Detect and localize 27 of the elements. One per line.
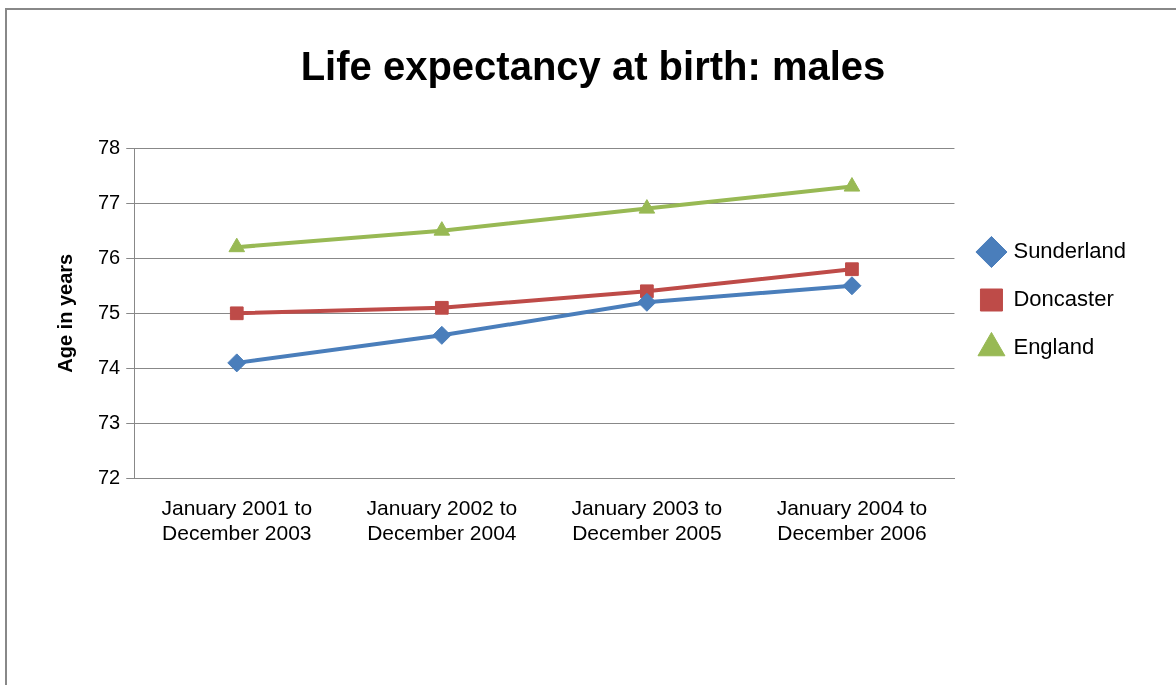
y-tick-label: 75 — [98, 300, 121, 323]
point — [845, 262, 859, 277]
legend-label: Sunderland — [1013, 238, 1127, 264]
point — [229, 306, 244, 321]
y-tick-label: 77 — [98, 190, 121, 213]
point — [843, 177, 861, 192]
x-tick-label: January 2001 to December 2003 — [161, 496, 313, 545]
y-tick-label: 72 — [98, 466, 121, 489]
y-axis-title: Age in years — [53, 253, 76, 373]
y-tick-label: 76 — [98, 245, 121, 268]
y-tick-label: 78 — [98, 135, 121, 158]
x-tick-label: January 2003 to December 2005 — [571, 496, 723, 545]
point — [228, 237, 246, 253]
legend-label: England — [1013, 334, 1095, 360]
point — [434, 300, 449, 315]
point — [638, 199, 656, 214]
y-tick-label: 74 — [98, 355, 121, 378]
x-tick-label: January 2004 to December 2006 — [776, 496, 928, 545]
point — [227, 353, 247, 373]
point — [842, 276, 862, 296]
legend-label: Doncaster — [1013, 286, 1114, 312]
x-tick-label: January 2002 to December 2004 — [366, 496, 518, 545]
point — [432, 325, 452, 345]
y-tick-label: 73 — [98, 411, 121, 434]
point — [433, 221, 451, 236]
point — [637, 292, 657, 312]
chart-title: Life expectancy at birth: males — [300, 44, 886, 89]
